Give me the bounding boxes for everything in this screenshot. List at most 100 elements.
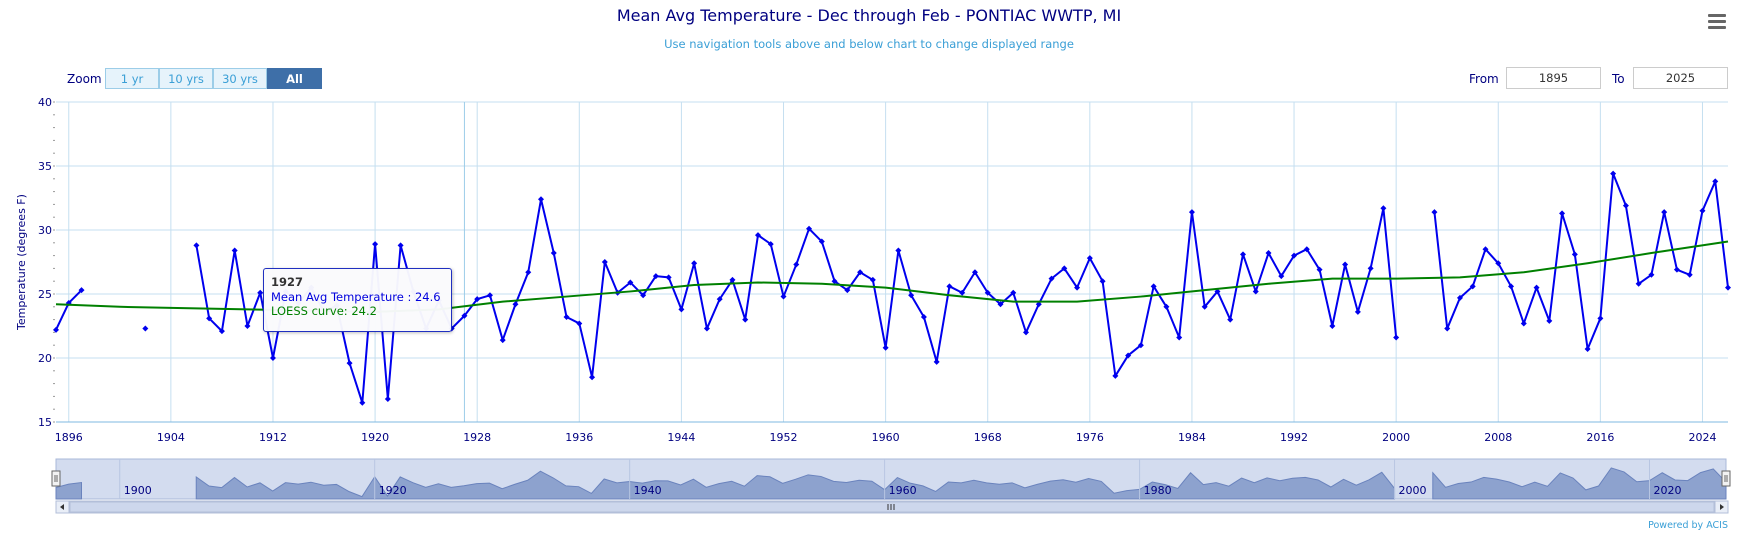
navigator-series-area — [55, 481, 82, 500]
data-point — [589, 374, 596, 381]
data-point — [1380, 205, 1387, 212]
data-point — [806, 225, 813, 232]
data-point — [716, 296, 723, 303]
zoom-all-button[interactable]: All — [267, 68, 322, 89]
data-point — [550, 250, 557, 257]
data-point — [703, 325, 710, 332]
x-tick-label: 1920 — [361, 431, 389, 444]
data-point — [601, 259, 608, 265]
data-point — [793, 261, 800, 268]
data-point — [869, 276, 876, 283]
data-point — [525, 269, 532, 276]
arrow-right-icon — [1720, 504, 1724, 510]
y-tick-label: 40 — [38, 96, 52, 109]
data-point — [1010, 289, 1017, 296]
data-point — [1712, 178, 1719, 185]
tooltip-title: 1927 — [271, 275, 304, 289]
data-point — [1035, 301, 1042, 308]
navigator-right-handle[interactable] — [1721, 470, 1731, 487]
data-point — [895, 247, 902, 254]
data-point — [1291, 252, 1298, 259]
data-point — [1150, 283, 1157, 290]
y-axis-title: Temperature (degrees F) — [15, 194, 28, 331]
scrollbar-thumb[interactable] — [69, 501, 1715, 513]
data-point — [257, 289, 264, 296]
navigator-label: 1900 — [124, 484, 152, 497]
x-tick-label: 2000 — [1382, 431, 1410, 444]
x-tick-label: 1904 — [157, 431, 185, 444]
zoom-1yr-button[interactable]: 1 yr — [105, 68, 159, 89]
x-tick-label: 1960 — [872, 431, 900, 444]
data-point — [1074, 284, 1081, 291]
x-tick-label: 1896 — [55, 431, 83, 444]
data-point — [1482, 246, 1489, 253]
y-tick-label: 15 — [38, 416, 52, 429]
data-point — [1239, 251, 1246, 258]
data-point — [1469, 283, 1476, 290]
data-point — [372, 241, 379, 248]
data-point — [193, 242, 200, 249]
data-point — [1571, 251, 1578, 258]
x-tick-label: 1944 — [667, 431, 695, 444]
data-point — [244, 323, 251, 329]
data-point — [971, 269, 978, 276]
data-point — [1661, 209, 1668, 216]
data-point — [1188, 209, 1195, 216]
data-point — [538, 196, 545, 203]
navigator-label: 2020 — [1654, 484, 1682, 497]
x-tick-label: 1984 — [1178, 431, 1206, 444]
range-to-input[interactable] — [1633, 67, 1728, 89]
zoom-30yrs-button[interactable]: 30 yrs — [213, 68, 267, 89]
data-point — [1342, 261, 1349, 268]
data-point — [78, 287, 85, 294]
data-point — [1508, 283, 1515, 290]
data-point — [780, 293, 787, 300]
data-point — [359, 399, 366, 406]
navigator-label: 1980 — [1144, 484, 1172, 497]
series-line-mean-avg-temperature — [1433, 172, 1729, 351]
navigator-label: 2000 — [1399, 484, 1427, 497]
x-tick-label: 1968 — [974, 431, 1002, 444]
data-point — [346, 360, 353, 367]
data-point — [1725, 284, 1731, 291]
data-point — [218, 328, 225, 335]
y-tick-label: 30 — [38, 224, 52, 237]
data-point — [206, 315, 213, 322]
data-point — [908, 292, 915, 299]
data-point — [1252, 288, 1259, 295]
data-point — [933, 358, 940, 365]
zoom-10yrs-button[interactable]: 10 yrs — [159, 68, 213, 89]
hamburger-menu-icon[interactable] — [1708, 14, 1726, 30]
data-point — [691, 260, 698, 267]
data-point — [1099, 278, 1106, 285]
range-from-label: From — [1469, 72, 1499, 86]
data-point — [1622, 202, 1629, 209]
data-point — [1329, 323, 1336, 329]
range-from-input[interactable] — [1506, 67, 1601, 89]
data-point — [1635, 280, 1642, 287]
data-point — [1112, 372, 1119, 379]
navigator-label: 1940 — [634, 484, 662, 497]
data-point — [1137, 342, 1144, 349]
credit-link[interactable]: Powered by ACIS — [1648, 520, 1728, 531]
navigator-label: 1920 — [379, 484, 407, 497]
range-to-label: To — [1612, 72, 1625, 86]
data-point — [946, 283, 953, 290]
y-tick-label: 20 — [38, 352, 52, 365]
data-point — [1444, 325, 1451, 332]
data-point — [1278, 273, 1285, 280]
navigator-left-handle[interactable] — [51, 470, 61, 487]
data-point — [857, 269, 864, 276]
data-point — [1086, 255, 1093, 262]
data-point — [1367, 265, 1374, 272]
data-point — [1610, 170, 1617, 177]
data-point — [1597, 315, 1604, 322]
data-point — [1061, 265, 1068, 272]
data-point — [997, 301, 1004, 308]
data-point — [1431, 209, 1438, 216]
zoom-label: Zoom — [67, 72, 102, 86]
data-point — [1176, 334, 1183, 341]
data-point — [1354, 308, 1361, 315]
data-point — [563, 314, 570, 321]
x-tick-label: 1936 — [565, 431, 593, 444]
